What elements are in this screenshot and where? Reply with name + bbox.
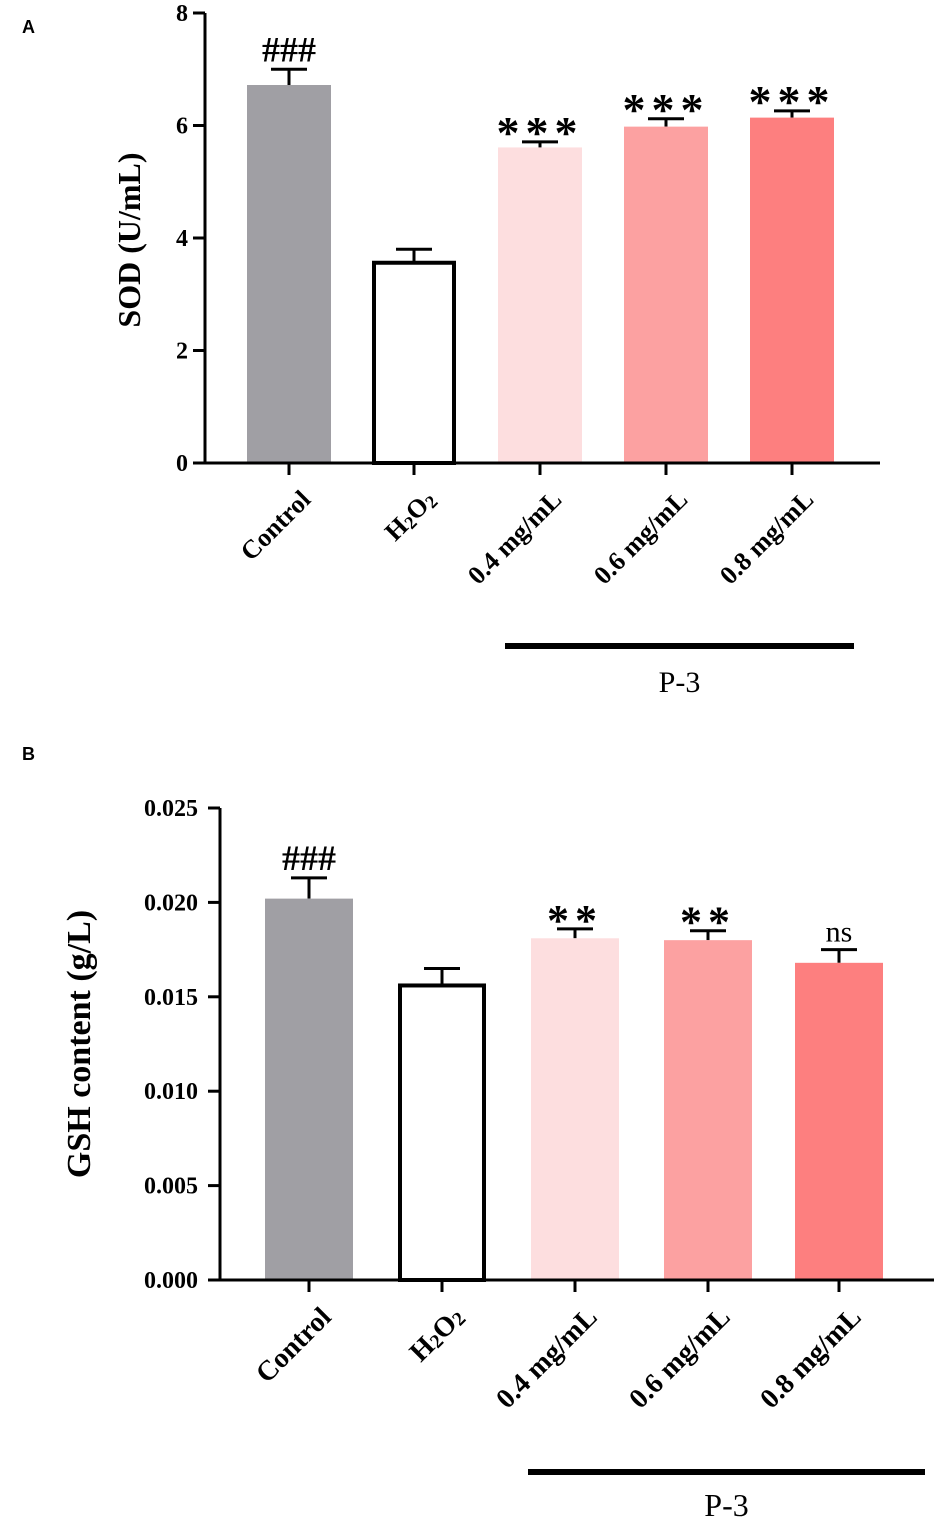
x-tick-label: 0.6 mg/mL — [588, 485, 693, 590]
significance-label: *** — [623, 84, 710, 135]
bar-control — [247, 85, 331, 463]
bar-0-4-mg-ml — [531, 938, 619, 1280]
chart-panel-a: A SOD (U/mL) ### Control H2O2 *** 0.4 mg/mL ***… — [22, 1, 880, 699]
significance-label: *** — [749, 76, 836, 127]
significance-label: ### — [262, 29, 316, 69]
y-tick-label: 0.010 — [144, 1079, 198, 1105]
y-tick-label: 0.025 — [144, 796, 198, 822]
bar-0-6-mg-ml — [664, 940, 752, 1280]
y-tick-label: 2 — [176, 339, 188, 365]
x-tick-label: Control — [250, 1301, 338, 1389]
y-axis-label: GSH content (g/L) — [61, 910, 98, 1178]
y-axis-label: SOD (U/mL) — [111, 152, 147, 327]
group-label: P-3 — [659, 666, 701, 699]
significance-label: *** — [497, 107, 584, 158]
y-tick-label: 0.015 — [144, 985, 198, 1011]
bar-0-8-mg-ml — [750, 117, 834, 463]
panel-letter: A — [22, 17, 35, 37]
x-tick-label: H2O2 — [379, 485, 441, 547]
x-tick-label: 0.8 mg/mL — [714, 485, 819, 590]
x-tick-label: 0.4 mg/mL — [490, 1302, 603, 1415]
bar-control — [265, 898, 353, 1280]
y-tick-label: 8 — [176, 1, 188, 27]
y-tick-label: 0.020 — [144, 890, 198, 916]
bar-0-8-mg-ml — [795, 962, 883, 1280]
significance-label: ### — [282, 838, 336, 878]
x-tick-label: 0.4 mg/mL — [462, 485, 567, 590]
y-tick-label: 6 — [176, 114, 188, 140]
significance-label: ** — [680, 898, 736, 947]
group-label: P-3 — [704, 1487, 748, 1521]
y-tick-label: 0.000 — [144, 1268, 198, 1294]
y-tick-label: 4 — [176, 226, 188, 252]
significance-label: ns — [826, 916, 853, 949]
bar-h2o2 — [398, 983, 486, 1282]
x-tick-label: H2O2 — [404, 1302, 471, 1369]
x-tick-label: 0.8 mg/mL — [754, 1302, 867, 1415]
chart-panel-b: B GSH content (g/L) ### Control H2O2 ** 0.4 mg… — [22, 744, 934, 1521]
y-tick-label: 0 — [176, 451, 188, 477]
x-tick-label: 0.6 mg/mL — [623, 1302, 736, 1415]
y-tick-label: 0.005 — [144, 1174, 198, 1200]
bar-h2o2 — [372, 260, 456, 465]
panel-letter: B — [22, 744, 35, 764]
bar-0-4-mg-ml — [498, 147, 582, 463]
bar-0-6-mg-ml — [624, 126, 708, 463]
significance-label: ** — [547, 896, 603, 945]
x-tick-label: Control — [235, 485, 316, 566]
